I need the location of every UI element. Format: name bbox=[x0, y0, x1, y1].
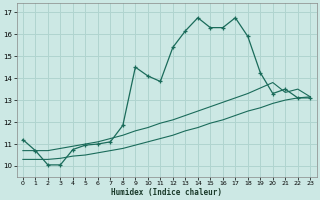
X-axis label: Humidex (Indice chaleur): Humidex (Indice chaleur) bbox=[111, 188, 222, 197]
